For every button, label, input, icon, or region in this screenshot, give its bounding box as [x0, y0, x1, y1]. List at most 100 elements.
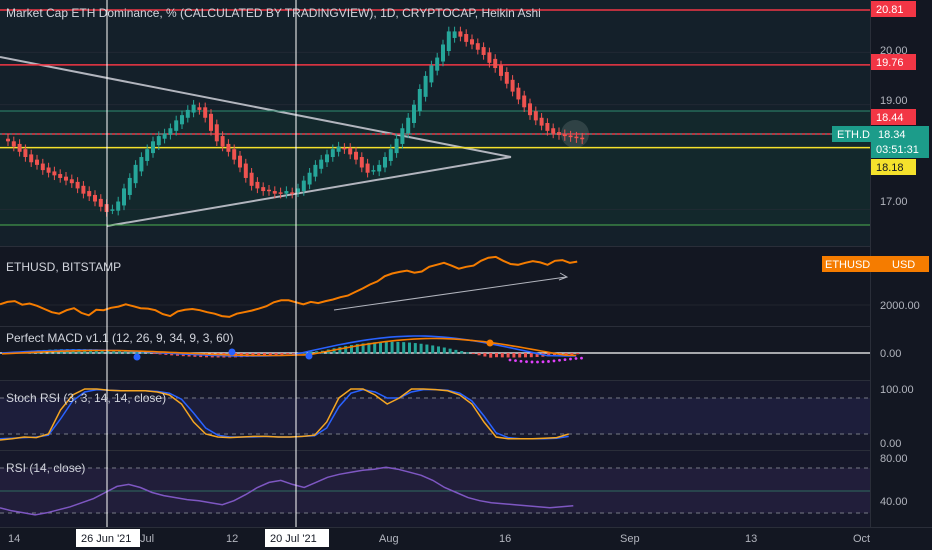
candle-body-98: [574, 136, 579, 139]
candle-body-74: [435, 57, 440, 71]
candle-body-84: [493, 58, 498, 69]
candle-body-89: [522, 95, 527, 108]
macd-hist-19: [112, 350, 116, 354]
macd-cross-dot-3: [486, 339, 494, 347]
x-tick-5: Sep: [620, 533, 640, 545]
x-tick-1: Jul: [140, 533, 154, 545]
x-tick-2: 12: [226, 533, 238, 545]
candle-body-36: [214, 124, 219, 142]
macd-hist-64: [373, 342, 377, 354]
macd-dot-3: [525, 360, 528, 364]
crosshair-date-2: 20 Jul '21: [270, 533, 317, 545]
candle-body-25: [151, 141, 155, 154]
macd-hist-80: [466, 352, 469, 354]
candle-body-47: [278, 192, 283, 194]
triangle-pattern: [0, 56, 589, 227]
macd-hist-44: [257, 353, 261, 357]
macd-hist-94: [547, 353, 551, 357]
macd-hist-48: [280, 353, 284, 355]
macd-hist-28: [164, 353, 168, 355]
macd-hist-58: [338, 347, 342, 354]
candle-body-27: [162, 133, 167, 139]
macd-hist-81: [471, 353, 475, 355]
candle-body-8: [52, 171, 57, 176]
x-tick-3: Aug: [379, 533, 399, 545]
y-tick-main-1: 19.00: [880, 95, 908, 107]
stoch-k-line: [0, 388, 569, 441]
macd-hist-20: [118, 350, 121, 354]
candle-body-51: [301, 180, 306, 192]
macd-dot-1: [514, 359, 517, 363]
candle-body-70: [412, 104, 416, 123]
macd-hist-25: [147, 352, 150, 354]
candle-body-41: [243, 163, 248, 178]
candle-body-78: [458, 31, 463, 37]
macd-signal-line: [1, 337, 577, 357]
candle-body-71: [417, 88, 422, 112]
candle-body-31: [185, 109, 190, 118]
stoch-band: [0, 398, 870, 434]
candle-body-49: [290, 192, 295, 194]
y-tick-rsi-0: 80.00: [880, 453, 908, 465]
level-badge-bg-0: [871, 1, 916, 17]
candle-body-83: [487, 52, 492, 63]
candle-body-76: [446, 31, 451, 52]
candle-body-13: [81, 185, 86, 194]
candle-body-75: [441, 44, 445, 62]
candle-body-0: [6, 138, 10, 142]
macd-hist-66: [384, 341, 388, 354]
candle-body-2: [17, 143, 22, 152]
candle-body-10: [64, 176, 68, 181]
candle-body-77: [452, 31, 457, 38]
macd-cross-dot-1: [228, 348, 236, 356]
macd-dot-9: [558, 358, 561, 362]
candle-body-9: [58, 174, 63, 178]
candle-body-69: [406, 117, 411, 134]
macd-hist-24: [141, 352, 145, 354]
macd-hist-98: [570, 353, 574, 355]
candle-body-56: [330, 149, 335, 158]
macd-hist-26: [152, 353, 156, 354]
candle-body-52: [307, 172, 312, 185]
ethusd-badge-bg: [822, 256, 871, 272]
macd-hist-22: [129, 351, 133, 354]
macd-hist-69: [402, 342, 406, 354]
ethusd-label: ETHUSD, BITSTAMP: [6, 260, 121, 274]
candle-body-80: [470, 39, 474, 45]
macd-dot-8: [552, 359, 556, 363]
macd-hist-83: [483, 353, 487, 357]
candle-body-34: [203, 107, 208, 118]
stoch-series: [0, 388, 569, 441]
candle-body-5: [35, 159, 39, 165]
candle-body-53: [313, 164, 318, 177]
macd-hist-46: [268, 353, 272, 356]
stoch-label: Stoch RSI (3, 3, 14, 14, close): [6, 391, 166, 405]
candle-body-16: [98, 198, 103, 207]
candle-body-20: [122, 188, 126, 206]
macd-hist-60: [350, 345, 353, 354]
macd-hist-53: [309, 351, 313, 354]
macd-hist-95: [553, 353, 556, 357]
candle-body-66: [388, 149, 393, 161]
candle-body-73: [429, 65, 434, 83]
crosshair-date-bg-2: [265, 529, 329, 547]
candle-body-95: [557, 132, 561, 136]
countdown: 03:51:31: [876, 144, 919, 156]
candles: [6, 26, 585, 217]
macd-hist-29: [170, 353, 174, 356]
candle-body-14: [87, 191, 92, 197]
macd-hist-49: [286, 353, 290, 355]
macd-hist-89: [518, 353, 522, 358]
macd-hist-78: [454, 349, 458, 354]
macd-hist-67: [390, 341, 394, 354]
candle-body-97: [568, 135, 573, 138]
candle-body-92: [539, 117, 544, 126]
macd-dot-6: [541, 360, 545, 364]
triangle-upper: [0, 56, 512, 158]
candle-body-72: [423, 75, 428, 97]
rsi-series: [0, 466, 574, 516]
macd-hist-23: [135, 351, 139, 354]
candle-body-94: [551, 128, 556, 134]
candle-body-68: [400, 128, 405, 144]
